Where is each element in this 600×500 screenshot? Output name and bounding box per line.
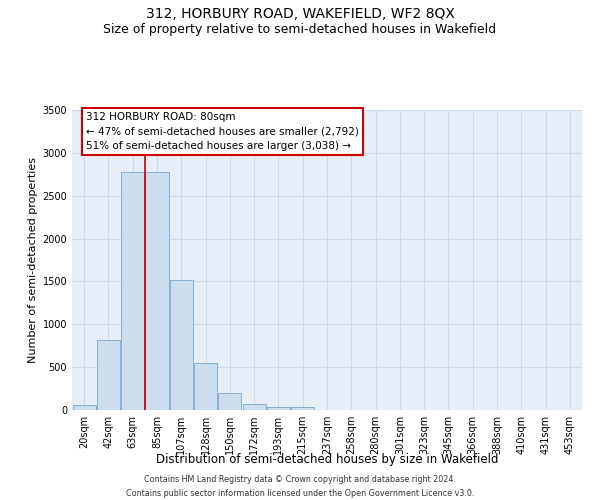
- Text: Distribution of semi-detached houses by size in Wakefield: Distribution of semi-detached houses by …: [156, 452, 498, 466]
- Text: 312, HORBURY ROAD, WAKEFIELD, WF2 8QX: 312, HORBURY ROAD, WAKEFIELD, WF2 8QX: [146, 8, 454, 22]
- Bar: [242, 404, 266, 410]
- Bar: [121, 172, 144, 410]
- Bar: [218, 394, 241, 410]
- Text: 312 HORBURY ROAD: 80sqm
← 47% of semi-detached houses are smaller (2,792)
51% of: 312 HORBURY ROAD: 80sqm ← 47% of semi-de…: [86, 112, 359, 152]
- Bar: [97, 340, 120, 410]
- Bar: [291, 408, 314, 410]
- Text: Size of property relative to semi-detached houses in Wakefield: Size of property relative to semi-detach…: [103, 22, 497, 36]
- Y-axis label: Number of semi-detached properties: Number of semi-detached properties: [28, 157, 38, 363]
- Bar: [145, 172, 169, 410]
- Bar: [170, 280, 193, 410]
- Bar: [73, 405, 95, 410]
- Text: Contains HM Land Registry data © Crown copyright and database right 2024.
Contai: Contains HM Land Registry data © Crown c…: [126, 476, 474, 498]
- Bar: [267, 406, 290, 410]
- Bar: [194, 364, 217, 410]
